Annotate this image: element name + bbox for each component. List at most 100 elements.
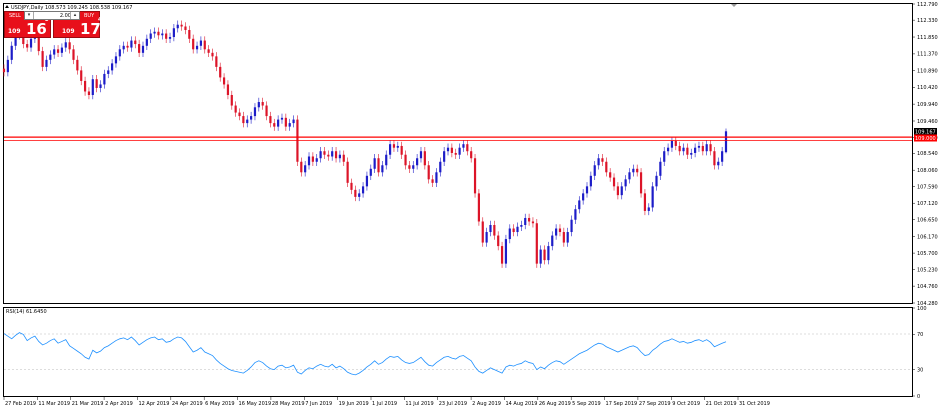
price-axis-label: 112.330: [917, 18, 938, 24]
candle-body: [427, 165, 430, 180]
candle-body: [238, 112, 241, 117]
price-axis-label: 104.280: [917, 301, 938, 307]
price-axis-label: 112.790: [917, 2, 938, 8]
candle-body: [416, 158, 419, 166]
candle-body: [72, 49, 75, 60]
candle-body: [60, 47, 64, 53]
sell-label: SELL: [9, 13, 21, 19]
candle-body: [655, 175, 658, 187]
candle-body: [114, 56, 118, 64]
candle-body: [682, 147, 685, 152]
candle-body: [37, 37, 40, 52]
candle-body: [319, 151, 322, 159]
time-axis-label: 23 Jul 2019: [439, 401, 467, 407]
price-axis-label: 104.760: [917, 284, 938, 290]
time-axis-label: 6 May 2019: [205, 401, 234, 407]
candle-body: [385, 154, 388, 166]
time-axis-label: 7 Jun 2019: [305, 401, 332, 407]
candle-body: [226, 84, 230, 95]
candle-body: [304, 165, 307, 173]
lot-size-input[interactable]: [34, 12, 71, 19]
candle-body: [215, 56, 218, 67]
candle-body: [450, 147, 453, 153]
candle-body: [670, 140, 674, 148]
candle-body: [64, 42, 67, 48]
current-price-tag-box: [914, 128, 937, 135]
price-axis-label: 105.700: [917, 251, 938, 257]
candle-body: [188, 30, 191, 39]
candle-body: [292, 119, 295, 124]
time-axis-label: 26 Aug 2019: [539, 401, 571, 407]
candle-body: [412, 165, 415, 169]
lot-increase-icon[interactable]: ▴: [70, 12, 79, 19]
candle-body: [265, 105, 268, 117]
candle-body: [616, 186, 619, 196]
candle-body: [280, 117, 284, 120]
price-axis: 112.790 112.330 111.850 111.370 110.890 110.4…: [912, 2, 938, 307]
candle-body: [423, 151, 426, 166]
time-axis-label: 31 Oct 2019: [739, 401, 770, 407]
time-axis-label: 16 May 2019: [239, 401, 272, 407]
candle-body: [562, 232, 565, 243]
time-axis-label: 27 Sep 2019: [639, 401, 671, 407]
candle-body: [134, 40, 137, 45]
candle-body: [49, 54, 52, 60]
candle-body: [477, 193, 480, 222]
candle-body: [91, 79, 94, 95]
candle-body: [315, 158, 318, 162]
candle-body: [555, 228, 558, 236]
candle-body: [149, 33, 152, 39]
level-price-tag-box: [914, 134, 937, 142]
candle-body: [192, 38, 195, 50]
time-axis-label: 11 Mar 2019: [38, 401, 70, 407]
candle-body: [639, 172, 643, 194]
price-axis-label: 110.420: [917, 85, 938, 91]
shift-marker-icon[interactable]: [731, 4, 737, 7]
candle-body: [570, 219, 573, 233]
candle-body: [242, 116, 245, 124]
price-axis-label: 107.120: [917, 201, 938, 207]
candle-body: [512, 228, 515, 233]
time-axis-label: 5 Sep 2019: [572, 401, 601, 407]
candle-body: [253, 107, 257, 117]
candle-body: [396, 145, 399, 148]
buy-price-prefix: 109: [62, 28, 75, 35]
candle-body: [350, 182, 353, 190]
candle-body: [130, 40, 133, 48]
candle-body: [566, 232, 569, 243]
candle-body: [234, 105, 237, 113]
rsi-axis-label: 100: [917, 306, 927, 312]
candle-body: [462, 144, 465, 148]
time-axis-label: 28 May 2019: [272, 401, 305, 407]
rsi-axis-label: 70: [917, 332, 923, 338]
candle-body: [103, 73, 106, 85]
candle-body: [230, 95, 233, 106]
candle-body: [674, 140, 677, 146]
candle-body: [145, 38, 148, 46]
candle-body: [721, 151, 724, 162]
candle-body: [141, 45, 145, 53]
time-axis: 27 Feb 2019 11 Mar 2019 21 Mar 2019 2 Apr 2…: [3, 397, 770, 407]
candle-body: [446, 147, 450, 152]
candle-body: [80, 70, 83, 81]
symbol-collapse-icon[interactable]: [5, 5, 9, 8]
candle-body: [701, 145, 704, 152]
candle-body: [392, 144, 396, 148]
candle-body: [663, 151, 666, 162]
candle-body: [53, 49, 56, 55]
candle-body: [705, 144, 708, 152]
rsi-axis: 100 70 30 0: [912, 306, 927, 400]
candle-body: [95, 79, 98, 88]
lot-decrease-icon[interactable]: ▾: [25, 12, 34, 19]
candle-body: [497, 235, 500, 247]
time-axis-label: 17 Sep 2019: [606, 401, 638, 407]
candle-body: [551, 235, 554, 247]
candle-body: [717, 161, 720, 166]
rsi-panel-frame: [3, 307, 913, 397]
candle-body: [6, 59, 9, 73]
time-axis-label: 12 Apr 2019: [138, 401, 169, 407]
price-axis-label: 110.890: [917, 69, 938, 75]
candle-body: [632, 168, 635, 173]
candle-body: [578, 200, 581, 210]
